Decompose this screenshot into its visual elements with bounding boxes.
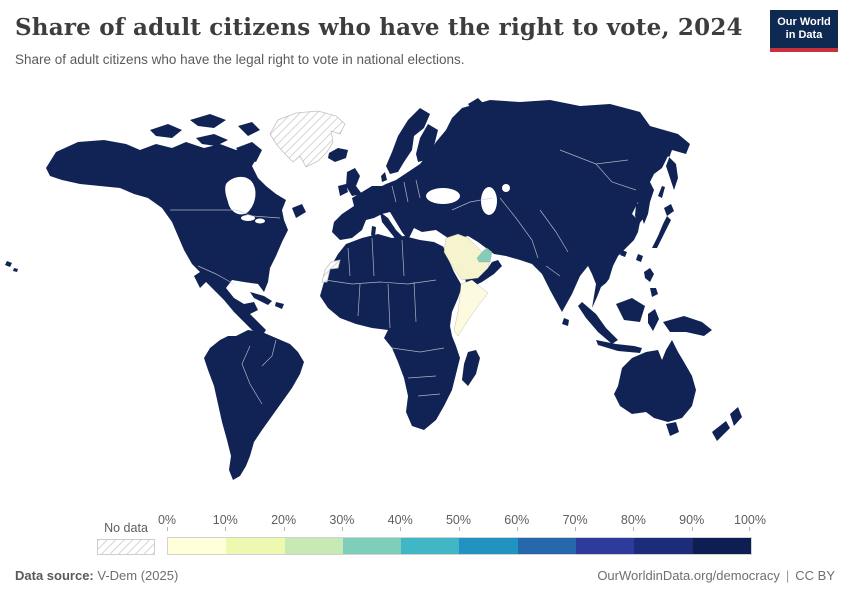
region-uae[interactable]: [476, 247, 493, 263]
region-south-america[interactable]: [204, 330, 304, 480]
world-map-svg: [5, 98, 742, 480]
legend-tick-label: 0%: [157, 513, 177, 527]
legend-no-data-swatch[interactable]: [97, 539, 155, 555]
hudson-bay: [225, 176, 256, 215]
region-british-isles[interactable]: [338, 168, 362, 196]
legend-tick-label: 100%: [734, 513, 766, 527]
region-scandinavia[interactable]: [381, 108, 438, 182]
legend-tick-mark: [516, 527, 518, 531]
legend-bin-30-40%[interactable]: [342, 538, 402, 554]
owid-logo[interactable]: Our World in Data: [770, 10, 838, 52]
legend-tick-mark: [458, 527, 460, 531]
data-source-label: Data source:: [15, 568, 94, 583]
legend-tick-label: 90%: [679, 513, 705, 527]
region-eurasia[interactable]: [332, 100, 690, 312]
legend-bin-0-10%[interactable]: [168, 538, 227, 554]
legend-tick-label: 50%: [445, 513, 472, 527]
region-western-sahara[interactable]: [321, 259, 341, 283]
caspian-sea: [481, 187, 497, 215]
legend-tick-label: 60%: [504, 513, 530, 527]
legend-tick-mark: [575, 527, 577, 531]
footer-right: OurWorldinData.org/democracy | CC BY: [597, 568, 835, 583]
region-new-zealand[interactable]: [712, 407, 742, 441]
legend-tick-label: 20%: [271, 513, 297, 527]
data-source-value: V-Dem (2025): [97, 568, 179, 583]
legend-tick-label: 70%: [562, 513, 588, 527]
license-link[interactable]: CC BY: [795, 568, 835, 583]
region-italy[interactable]: [371, 212, 406, 253]
legend-bin-40-50%[interactable]: [401, 538, 460, 554]
legend-bin-50-60%[interactable]: [459, 538, 518, 554]
legend-no-data-label: No data: [104, 521, 148, 535]
region-iceland[interactable]: [328, 148, 348, 162]
data-source: Data source: V-Dem (2025): [15, 568, 178, 583]
region-philippines[interactable]: [644, 268, 658, 297]
owid-logo-line2: in Data: [785, 29, 823, 41]
legend-no-data[interactable]: No data: [97, 521, 155, 555]
owid-link[interactable]: OurWorldinData.org/democracy: [597, 568, 780, 583]
region-greenland[interactable]: [269, 110, 346, 168]
legend-tick-label: 10%: [212, 513, 238, 527]
legend-tick-mark: [400, 527, 402, 531]
legend-color-bar: [167, 537, 752, 555]
region-somalia[interactable]: [453, 279, 489, 337]
legend-bin-80-90%[interactable]: [634, 538, 693, 554]
legend-bin-60-70%[interactable]: [517, 538, 577, 554]
region-madagascar[interactable]: [462, 350, 480, 386]
page-subtitle: Share of adult citizens who have the leg…: [15, 52, 465, 67]
footer-separator: |: [785, 568, 790, 583]
chart-footer: Data source: V-Dem (2025) OurWorldinData…: [15, 568, 835, 583]
region-novaya-zemlya[interactable]: [468, 98, 484, 112]
legend-tick-mark: [341, 527, 343, 531]
legend-tick-mark: [225, 527, 227, 531]
map-legend: No data 0% 10% 20% 30% 40% 50% 60% 70% 80% 90% 100…: [97, 513, 766, 555]
aral-sea: [502, 184, 510, 192]
great-lakes-2: [255, 218, 265, 224]
legend-bin-90-100%[interactable]: [692, 538, 751, 554]
legend-tick-label: 80%: [620, 513, 646, 527]
owid-logo-line1: Our World: [777, 16, 831, 28]
legend-tick-mark: [283, 527, 285, 531]
region-arctic-islands[interactable]: [150, 114, 262, 162]
legend-tick-mark: [749, 527, 750, 531]
region-north-america[interactable]: [46, 140, 288, 336]
legend-tick-mark: [167, 527, 168, 531]
great-lakes: [241, 215, 255, 221]
region-korea[interactable]: [635, 202, 645, 224]
page-title: Share of adult citizens who have the rig…: [15, 14, 743, 41]
legend-bin-20-30%[interactable]: [284, 538, 343, 554]
region-maritime-se-asia[interactable]: [578, 298, 712, 353]
legend-tick-label: 30%: [329, 513, 355, 527]
region-australia[interactable]: [614, 340, 696, 436]
legend-bin-70-80%[interactable]: [576, 538, 635, 554]
world-map: [0, 90, 850, 500]
legend-tick-label: 40%: [387, 513, 413, 527]
legend-tick-mark: [691, 527, 693, 531]
legend-scale: 0% 10% 20% 30% 40% 50% 60% 70% 80% 90% 100%: [158, 513, 766, 555]
legend-tick-mark: [633, 527, 635, 531]
country-borders: [170, 149, 637, 405]
legend-bin-10-20%[interactable]: [226, 538, 285, 554]
region-africa[interactable]: [320, 234, 462, 430]
black-sea: [426, 188, 460, 204]
